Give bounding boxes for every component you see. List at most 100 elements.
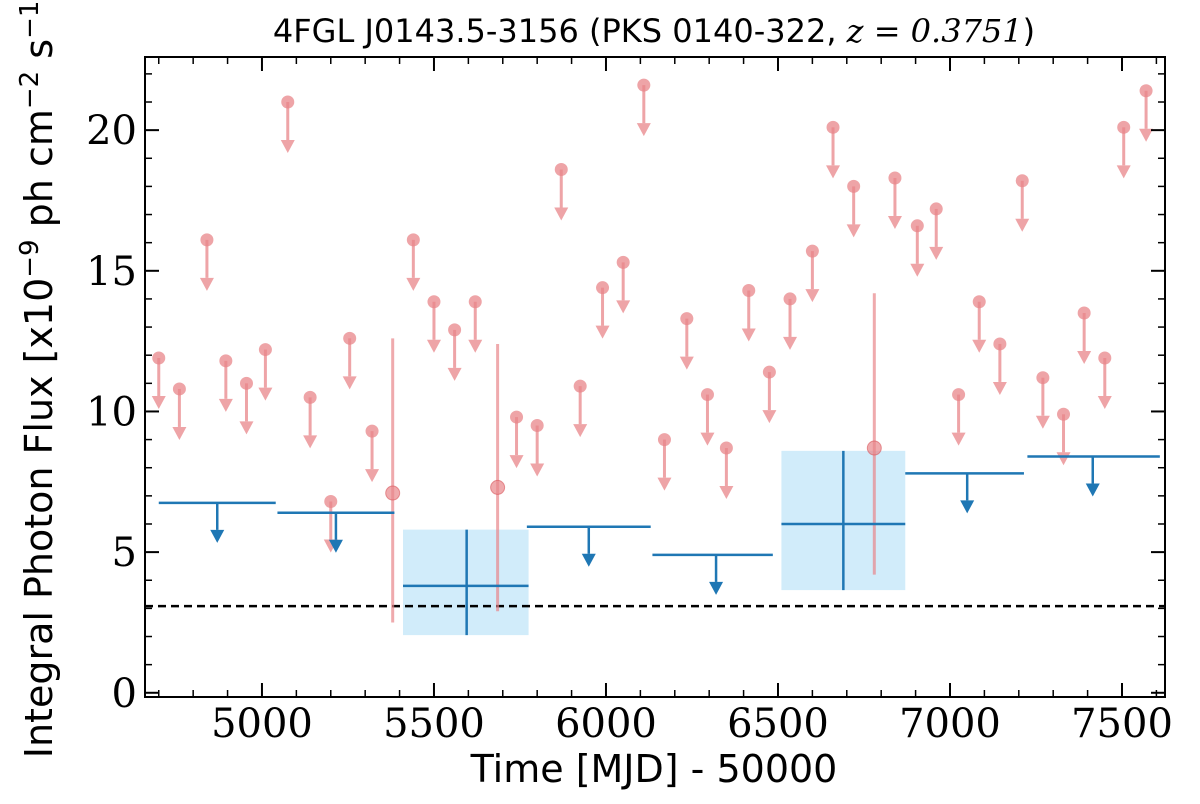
- short-bin-limit-arrowhead: [199, 277, 214, 291]
- short-bin-limit-arrowhead: [280, 140, 295, 154]
- chart-title: 4FGL J0143.5-3156 (PKS 0140-322, z = 0.3…: [273, 12, 1035, 50]
- x-tick-label: 7000: [899, 701, 1001, 747]
- short-bin-limit-arrowhead: [1035, 415, 1050, 429]
- short-bin-limit-arrowhead: [700, 432, 715, 446]
- short-bin-limit-arrowhead: [426, 339, 441, 353]
- short-bin-limit-point: [324, 494, 338, 508]
- short-bin-limit-point: [1057, 407, 1071, 421]
- short-bin-limit-arrowhead: [303, 435, 318, 449]
- short-bin-limit-point: [219, 354, 233, 368]
- short-bin-limit-point: [972, 295, 986, 309]
- short-bin-limit-arrowhead: [636, 123, 651, 137]
- short-bin-limit-arrowhead: [447, 367, 462, 381]
- short-bin-limit-arrowhead: [573, 424, 588, 438]
- short-bin-limit-point: [406, 233, 420, 247]
- error-box-layer: [403, 450, 906, 636]
- short-bin-limit-point: [952, 388, 966, 402]
- short-bin-limit-point: [616, 255, 630, 269]
- x-tick-label: 7500: [1071, 701, 1173, 747]
- short-bin-limit-point: [742, 283, 756, 297]
- short-bin-limit-point: [172, 382, 186, 396]
- short-bin-limit-arrowhead: [1116, 165, 1131, 179]
- short-bin-detection-point: [490, 479, 506, 495]
- short-bin-limit-point: [847, 179, 861, 193]
- short-bin-limit-arrowhead: [951, 432, 966, 446]
- short-bin-limit-point: [1098, 351, 1112, 365]
- short-bin-limit-point: [510, 410, 524, 424]
- short-bin-limit-point: [343, 331, 357, 345]
- short-bin-limit-arrowhead: [1077, 351, 1092, 364]
- short-bin-limit-point: [1077, 306, 1091, 320]
- short-bin-limit-point: [573, 379, 587, 393]
- long-bin-limit-arrowhead: [709, 581, 724, 595]
- short-bin-limit-point: [1139, 84, 1153, 98]
- short-bin-limit-point: [530, 419, 544, 433]
- short-bin-limit-arrowhead: [826, 165, 841, 179]
- short-bin-limit-point: [1117, 120, 1131, 134]
- long-bin-limit-arrowhead: [1085, 483, 1100, 497]
- short-bin-limit-point: [303, 390, 317, 404]
- short-bin-limit-point: [427, 295, 441, 309]
- short-bin-detection-point: [866, 440, 882, 456]
- short-bin-limit-point: [448, 323, 462, 337]
- short-bin-limit-arrowhead: [1139, 128, 1154, 142]
- short-bin-limit-point: [200, 233, 214, 247]
- short-bin-limit-point: [805, 244, 819, 258]
- y-tick-label: 10: [86, 389, 137, 435]
- short-bin-limit-arrowhead: [616, 300, 631, 314]
- short-bin-limit-point: [281, 95, 295, 109]
- short-bin-limit-point: [1036, 371, 1050, 385]
- y-axis-label: Integral Photon Flux [x10−9 ph cm−2 s−1]: [15, 0, 61, 758]
- short-bin-limit-arrowhead: [151, 396, 166, 410]
- short-bin-limit-arrowhead: [1097, 396, 1112, 410]
- short-bin-limit-arrowhead: [530, 463, 545, 477]
- short-bin-limit-arrowhead: [657, 477, 672, 491]
- tick-layer: [145, 57, 1165, 697]
- short-bin-limit-arrowhead: [762, 410, 777, 424]
- short-bin-limit-point: [888, 171, 902, 185]
- short-bin-limit-point: [680, 312, 694, 326]
- x-tick-label: 6000: [555, 701, 657, 747]
- short-bin-limit-arrowhead: [805, 289, 820, 303]
- short-bin-limit-arrowhead: [595, 325, 610, 339]
- short-bin-limit-point: [554, 163, 568, 177]
- long-bin-limit-arrowhead: [960, 500, 975, 514]
- short-bin-limit-point: [993, 337, 1007, 351]
- x-tick-label: 5500: [383, 701, 485, 747]
- plot-frame: [144, 56, 1166, 698]
- long-bin-limit-arrowhead: [210, 529, 225, 543]
- short-bin-limit-arrowhead: [972, 339, 987, 353]
- short-bin-limit-arrowhead: [719, 486, 734, 500]
- short-bin-limit-arrowhead: [783, 336, 798, 350]
- short-bin-limit-arrowhead: [1015, 218, 1030, 232]
- short-bin-limit-arrowhead: [258, 387, 273, 401]
- short-bin-limit-point: [365, 424, 379, 438]
- short-bin-limit-arrowhead: [992, 381, 1007, 395]
- x-tick-label: 5000: [211, 701, 313, 747]
- short-bin-limit-arrowhead: [239, 421, 254, 435]
- short-bin-limit-point: [239, 376, 253, 390]
- x-axis-label: Time [MJD] - 50000: [470, 747, 838, 791]
- short-bin-limit-arrowhead: [846, 224, 861, 238]
- short-bin-limit-arrowhead: [929, 246, 944, 260]
- short-bin-limit-point: [152, 351, 166, 365]
- short-bin-limit-point: [637, 78, 651, 92]
- y-tick-label: 15: [86, 249, 137, 295]
- short-bin-limit-arrowhead: [887, 215, 902, 229]
- y-tick-label: 0: [112, 671, 137, 717]
- short-bin-limit-arrowhead: [365, 469, 380, 483]
- short-bin-layer: [151, 78, 1154, 623]
- x-tick-label: 6500: [727, 701, 829, 747]
- short-bin-limit-arrowhead: [910, 263, 925, 277]
- short-bin-limit-arrowhead: [172, 426, 187, 440]
- short-bin-limit-point: [783, 292, 797, 306]
- short-bin-limit-point: [762, 365, 776, 379]
- long-bin-layer: [158, 450, 1160, 636]
- short-bin-limit-arrowhead: [468, 339, 483, 353]
- short-bin-limit-point: [657, 433, 671, 447]
- short-bin-limit-arrowhead: [679, 356, 694, 370]
- short-bin-limit-arrowhead: [509, 455, 524, 469]
- short-bin-limit-point: [700, 388, 714, 402]
- short-bin-limit-arrowhead: [406, 277, 421, 291]
- short-bin-limit-point: [719, 441, 733, 455]
